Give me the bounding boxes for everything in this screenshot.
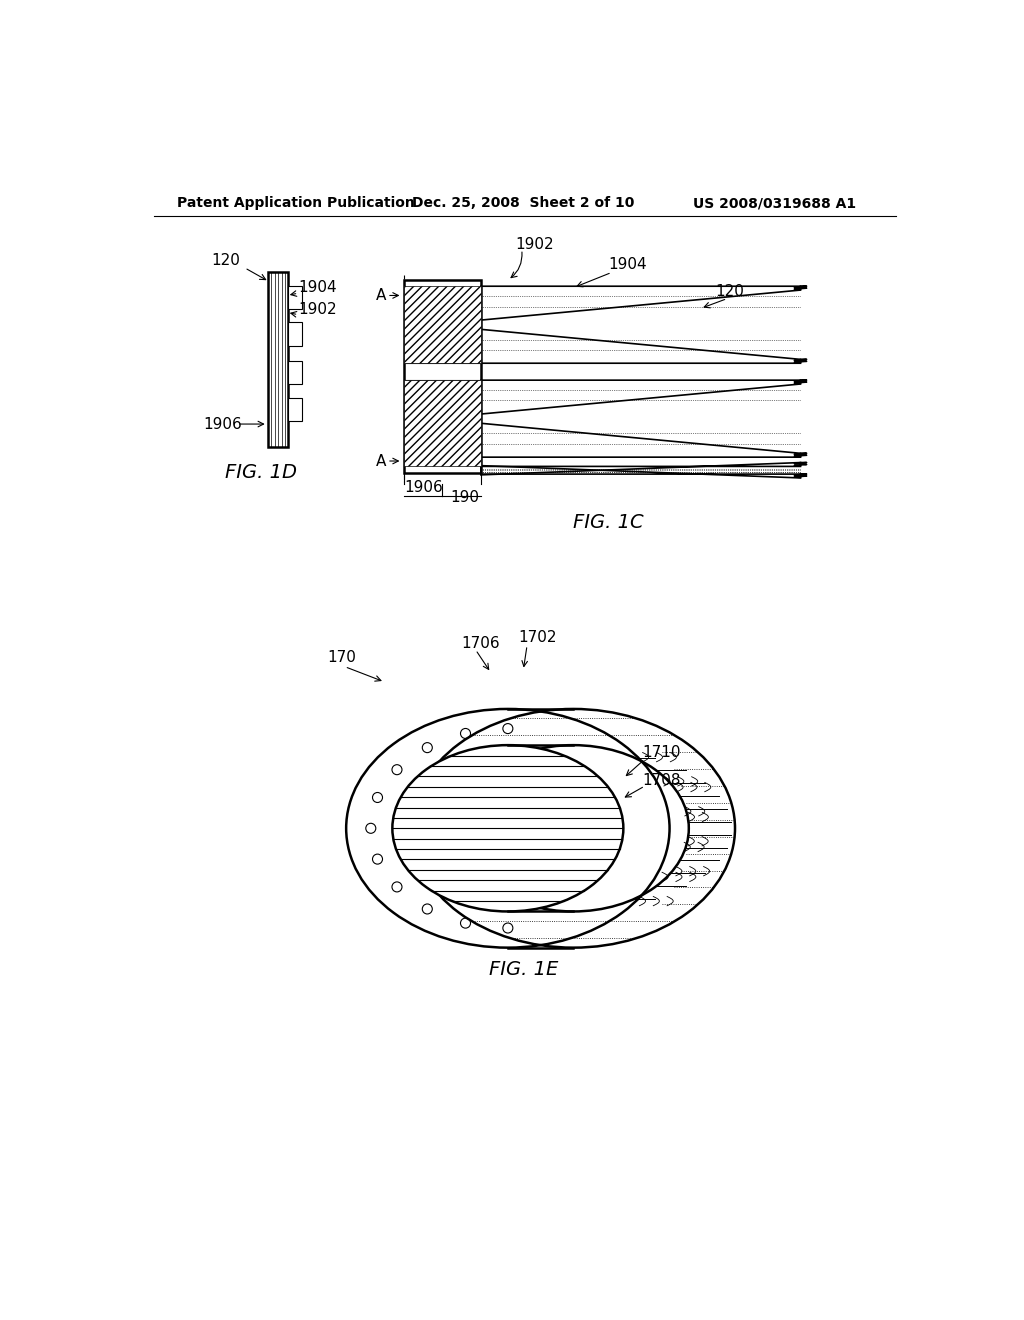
Text: 1902: 1902 xyxy=(298,302,337,317)
Text: 190: 190 xyxy=(451,490,479,504)
Bar xyxy=(289,360,302,384)
Bar xyxy=(267,272,289,447)
Text: 1702: 1702 xyxy=(518,630,556,645)
Text: 1708: 1708 xyxy=(643,774,681,788)
Bar xyxy=(403,280,481,473)
Text: 1706: 1706 xyxy=(462,636,501,651)
Bar xyxy=(403,380,481,466)
Text: 170: 170 xyxy=(327,649,355,665)
Text: 1904: 1904 xyxy=(608,257,646,272)
Text: Dec. 25, 2008  Sheet 2 of 10: Dec. 25, 2008 Sheet 2 of 10 xyxy=(412,197,634,210)
Text: 1904: 1904 xyxy=(298,280,337,296)
Text: 1906: 1906 xyxy=(403,480,442,495)
Text: A: A xyxy=(376,454,386,469)
Ellipse shape xyxy=(392,744,624,911)
Text: US 2008/0319688 A1: US 2008/0319688 A1 xyxy=(692,197,856,210)
Text: FIG. 1C: FIG. 1C xyxy=(572,513,643,532)
Text: 120: 120 xyxy=(211,252,241,268)
Bar xyxy=(289,397,302,421)
Text: 1710: 1710 xyxy=(643,746,681,760)
Text: FIG. 1E: FIG. 1E xyxy=(488,960,558,978)
Text: FIG. 1D: FIG. 1D xyxy=(225,463,297,482)
Text: A: A xyxy=(376,288,386,304)
Text: Patent Application Publication: Patent Application Publication xyxy=(177,197,415,210)
Bar xyxy=(289,322,302,346)
Text: 120: 120 xyxy=(716,284,744,300)
Text: 1906: 1906 xyxy=(204,417,243,432)
Text: 1902: 1902 xyxy=(515,238,554,252)
Bar xyxy=(403,286,481,363)
Bar xyxy=(289,286,302,309)
